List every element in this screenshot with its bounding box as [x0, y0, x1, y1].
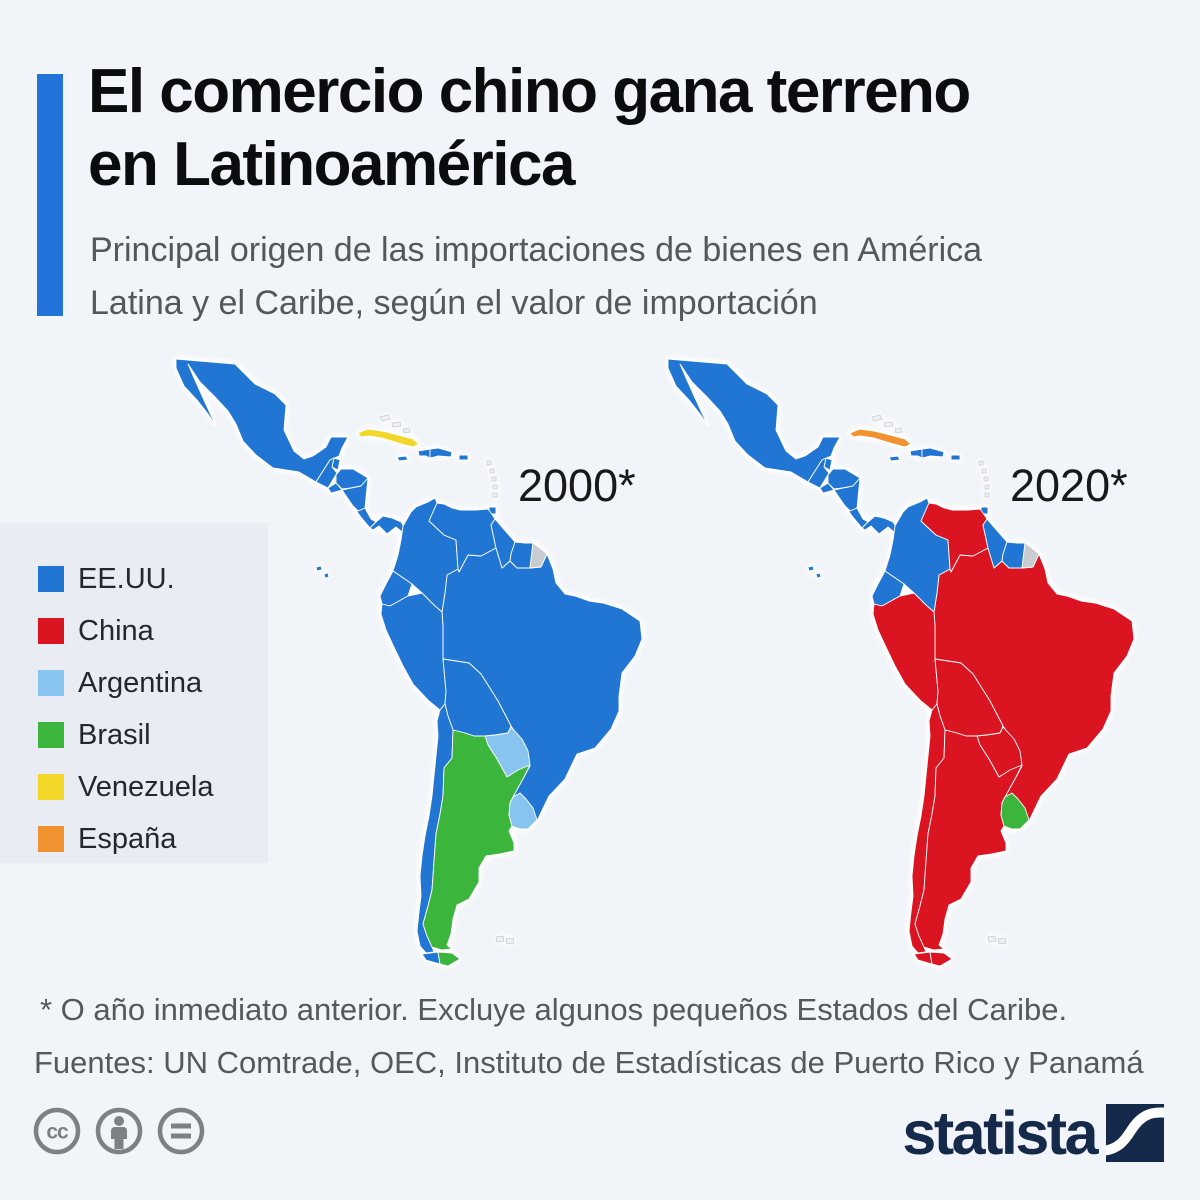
legend-label: EE.UU. [78, 562, 175, 595]
map-canvas [175, 358, 643, 967]
cc-icon: cc [33, 1107, 81, 1155]
legend-label: España [78, 822, 177, 855]
statista-branding: statista [902, 1098, 1164, 1168]
country-galapagos [315, 565, 330, 579]
country-argentina [422, 729, 531, 951]
subtitle-line-1: Principal origen de las importaciones de… [90, 231, 983, 269]
country-cuba [357, 428, 420, 448]
country-puertorico [458, 454, 469, 461]
country-panama [369, 515, 406, 535]
legend-swatch-china [38, 618, 64, 644]
legend-item-brasil: Brasil [38, 709, 268, 761]
country-mexico [175, 358, 349, 483]
sources: Fuentes: UN Comtrade, OEC, Instituto de … [34, 1045, 1144, 1081]
legend-swatch-argentina [38, 670, 64, 696]
country-uruguay [1000, 792, 1030, 830]
country-tdf_chile [421, 951, 441, 965]
legend-swatch-us [38, 566, 64, 592]
legend-label: Argentina [78, 666, 203, 699]
legend-swatch-espana [38, 826, 64, 852]
country-panama [861, 515, 898, 535]
legend-swatch-venezuela [38, 774, 64, 800]
legend-swatch-brasil [38, 722, 64, 748]
country-jamaica [396, 455, 409, 462]
country-falklands [495, 935, 515, 945]
license-icons: cc [32, 1106, 206, 1156]
country-falklands [987, 935, 1007, 945]
cc-attribution-icon [95, 1107, 143, 1155]
legend-label: Brasil [78, 718, 151, 751]
choropleth-map-2020: 2020* [662, 356, 1162, 976]
country-bahamas [379, 414, 411, 434]
country-haiti [909, 448, 923, 459]
country-antillas [486, 460, 498, 498]
page-title: El comercio chino gana terreno en Latinoa… [88, 56, 971, 201]
svg-text:cc: cc [46, 1121, 69, 1144]
statista-wordmark: statista [902, 1099, 1098, 1167]
legend-item-espana: España [38, 813, 268, 865]
map-year-label: 2020* [1010, 460, 1128, 511]
country-costarica [353, 506, 377, 529]
country-suriname [1001, 541, 1026, 569]
country-suriname [509, 541, 534, 569]
legend-label: Venezuela [78, 770, 214, 803]
legend-item-us: EE.UU. [38, 553, 268, 605]
country-peru [872, 592, 939, 711]
country-antillas [978, 460, 990, 498]
legend-item-china: China [38, 605, 268, 657]
country-uruguay [508, 792, 538, 830]
country-guayana_francesa [529, 542, 548, 569]
choropleth-map-2000: 2000* [170, 356, 670, 976]
country-puertorico [950, 454, 961, 461]
country-dominicana [921, 447, 945, 459]
country-haiti [417, 448, 431, 459]
country-bahamas [871, 414, 903, 434]
legend: EE.UU. China Argentina Brasil Venezuela Españ… [0, 523, 268, 863]
subtitle-line-2: Latina y el Caribe, según el valor de im… [90, 283, 818, 322]
cc-no-derivatives-icon [157, 1107, 205, 1155]
country-mexico [667, 358, 841, 483]
title-line-1: El comercio chino gana terreno [88, 57, 971, 126]
country-costarica [845, 506, 869, 529]
country-cuba [849, 428, 912, 448]
country-jamaica [888, 455, 901, 462]
country-dominicana [429, 447, 453, 459]
title-accent-bar [37, 74, 63, 316]
map-year-label: 2000* [518, 460, 636, 511]
country-argentina [914, 729, 1023, 951]
legend-item-argentina: Argentina [38, 657, 268, 709]
country-tdf_argentina [929, 951, 953, 967]
statista-logo-icon [1106, 1104, 1164, 1162]
page-subtitle: Principal origen de las importaciones de… [90, 224, 982, 329]
footnote: * O año inmediato anterior. Excluye algu… [40, 992, 1068, 1027]
country-peru [380, 592, 447, 711]
country-tdf_argentina [437, 951, 461, 967]
country-tdf_chile [913, 951, 933, 965]
country-guayana_francesa [1021, 542, 1040, 569]
legend-item-venezuela: Venezuela [38, 761, 268, 813]
map-canvas [667, 358, 1135, 967]
title-line-2: en Latinoamérica [88, 129, 575, 199]
legend-label: China [78, 614, 154, 647]
notes: * O año inmediato anterior. Excluye algu… [34, 988, 1144, 1095]
country-galapagos [807, 565, 822, 579]
